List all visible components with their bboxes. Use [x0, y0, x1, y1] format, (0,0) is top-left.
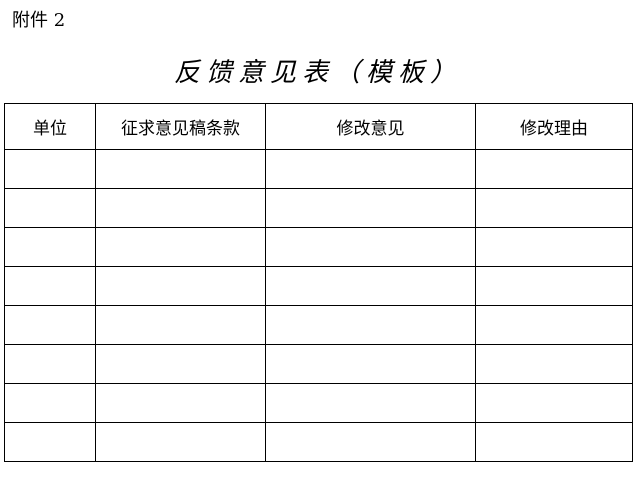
table-cell[interactable] [4, 422, 96, 462]
table-cell[interactable] [265, 266, 476, 306]
table-cell[interactable] [4, 383, 96, 423]
table-row [4, 188, 633, 228]
header-draft-clause: 征求意见稿条款 [95, 103, 266, 150]
table-cell[interactable] [95, 266, 266, 306]
feedback-table: 单位 征求意见稿条款 修改意见 修改理由 [4, 103, 633, 462]
table-row [4, 227, 633, 267]
table-cell[interactable] [4, 188, 96, 228]
table-row [4, 149, 633, 189]
table-cell[interactable] [95, 227, 266, 267]
table-cell[interactable] [475, 344, 633, 384]
header-revision-opinion: 修改意见 [265, 103, 476, 150]
table-row [4, 266, 633, 306]
table-cell[interactable] [95, 383, 266, 423]
table-cell[interactable] [475, 227, 633, 267]
table-cell[interactable] [475, 188, 633, 228]
table-cell[interactable] [265, 383, 476, 423]
table-cell[interactable] [475, 305, 633, 345]
table-cell[interactable] [4, 149, 96, 189]
table-cell[interactable] [475, 149, 633, 189]
table-header-row: 单位 征求意见稿条款 修改意见 修改理由 [4, 103, 633, 150]
table-cell[interactable] [95, 422, 266, 462]
table-cell[interactable] [95, 188, 266, 228]
page-title: 反馈意见表（模板） [173, 58, 462, 88]
table-cell[interactable] [95, 149, 266, 189]
table-cell[interactable] [95, 305, 266, 345]
table-cell[interactable] [265, 344, 476, 384]
table-cell[interactable] [4, 344, 96, 384]
attachment-label: 附件 2 [12, 10, 66, 31]
table-cell[interactable] [4, 266, 96, 306]
table-cell[interactable] [265, 149, 476, 189]
header-revision-reason: 修改理由 [475, 103, 633, 150]
table-cell[interactable] [265, 227, 476, 267]
table-cell[interactable] [475, 266, 633, 306]
table-cell[interactable] [265, 422, 476, 462]
table-cell[interactable] [265, 188, 476, 228]
table-cell[interactable] [475, 422, 633, 462]
table-cell[interactable] [4, 305, 96, 345]
table-row [4, 305, 633, 345]
table-row [4, 344, 633, 384]
table-cell[interactable] [265, 305, 476, 345]
table-cell[interactable] [95, 344, 266, 384]
header-unit: 单位 [4, 103, 96, 150]
table-row [4, 422, 633, 462]
table-cell[interactable] [4, 227, 96, 267]
table-row [4, 383, 633, 423]
table-cell[interactable] [475, 383, 633, 423]
